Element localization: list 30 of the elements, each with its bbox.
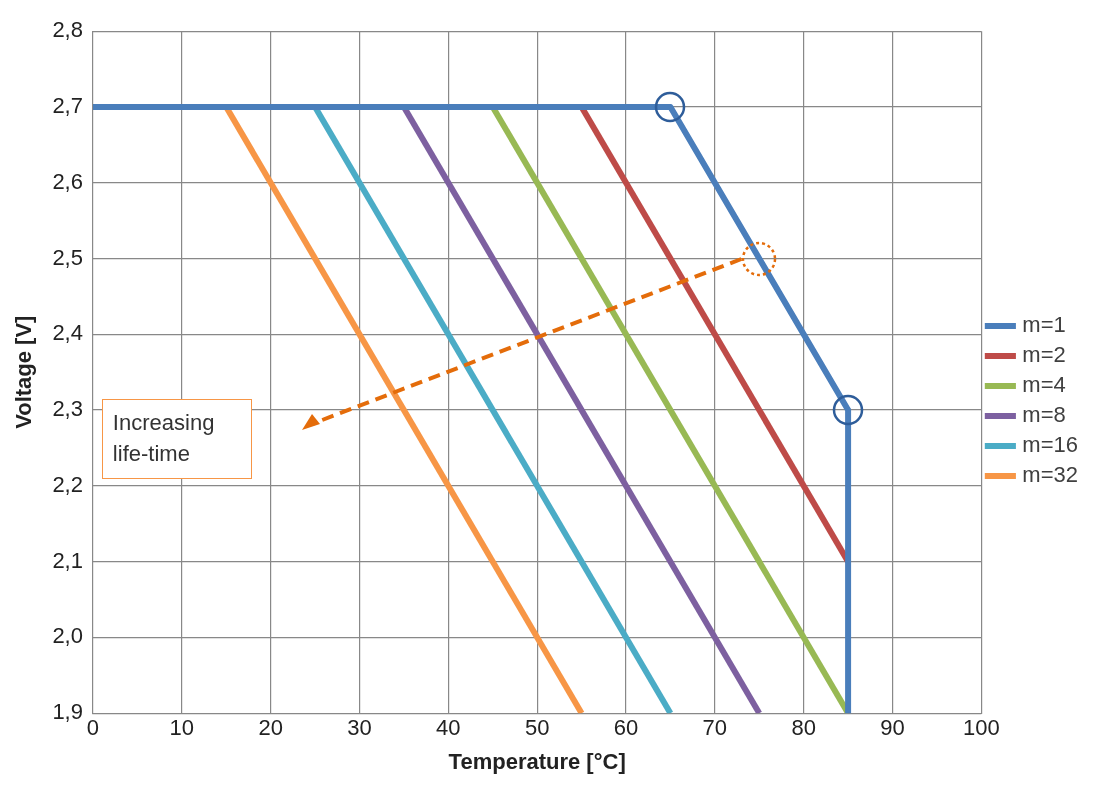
legend-label: m=4: [1022, 372, 1066, 398]
x-tick-label: 60: [613, 715, 639, 741]
y-axis-title: Voltage [V]: [11, 315, 37, 429]
legend-label: m=1: [1022, 312, 1066, 338]
annotation: Increasing life-time: [101, 399, 252, 480]
x-tick-label: 80: [791, 715, 816, 741]
y-tick-label: 2,7: [52, 93, 83, 119]
x-tick-label: 10: [169, 715, 195, 741]
legend-label: m=32: [1022, 462, 1079, 488]
y-tick-label: 2,6: [52, 168, 83, 194]
y-tick-label: 2,0: [52, 623, 83, 649]
x-axis-title: Temperature [°C]: [448, 748, 626, 774]
x-tick-label: 100: [963, 715, 1000, 741]
y-tick-label: 2,4: [52, 320, 83, 346]
x-tick-label: 20: [258, 715, 283, 741]
y-tick-label: 2,3: [52, 396, 83, 422]
y-tick-label: 2,5: [52, 244, 83, 270]
x-tick-label: 30: [347, 715, 372, 741]
x-tick-label: 90: [880, 715, 905, 741]
legend-label: m=8: [1022, 402, 1066, 428]
x-tick-label: 0: [86, 715, 100, 741]
y-tick-label: 2,8: [52, 17, 83, 43]
legend-label: m=16: [1022, 432, 1079, 458]
y-tick-label: 1,9: [52, 699, 83, 725]
x-tick-label: 50: [524, 715, 550, 741]
y-tick-label: 2,1: [52, 547, 83, 573]
x-tick-label: 70: [702, 715, 728, 741]
y-tick-label: 2,2: [52, 471, 83, 497]
legend-label: m=2: [1022, 342, 1066, 368]
x-tick-label: 40: [436, 715, 461, 741]
